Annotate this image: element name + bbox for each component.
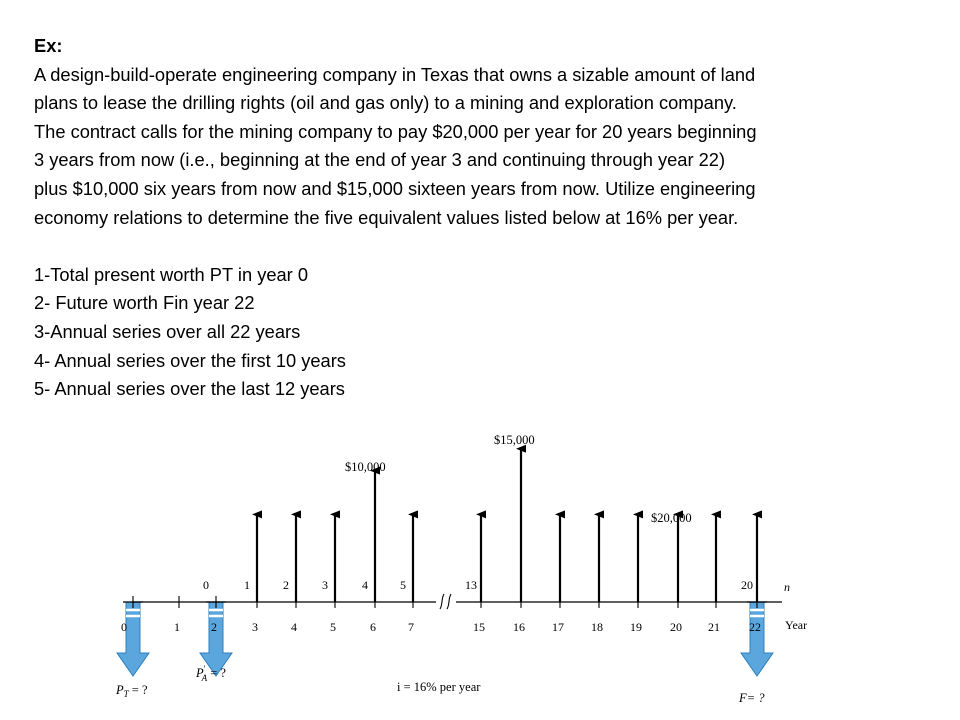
equivalent-values-layer	[116, 601, 774, 677]
pt-label: PT = ?	[115, 683, 148, 699]
year-tick-label: 1	[174, 620, 180, 634]
offset-year-tick-label: 0	[203, 578, 209, 592]
pt-arrow-body	[116, 601, 150, 677]
year-tick-label: 16	[513, 620, 525, 634]
year-tick-label: 18	[591, 620, 603, 634]
pt-subscript: T	[124, 689, 130, 699]
problem-line: The contract calls for the mining compan…	[34, 120, 757, 142]
year-tick-label: 2	[211, 620, 217, 634]
question-item: 3-Annual series over all 22 years	[34, 320, 301, 342]
amount-label-20000: $20,000	[651, 511, 692, 525]
axis-year-label: Year	[785, 618, 807, 632]
offset-year-tick-label: 20	[741, 578, 753, 592]
problem-line: plans to lease the drilling rights (oil …	[34, 92, 737, 114]
problem-text: Ex: A design-build-operate engineering c…	[34, 32, 934, 404]
year-tick-label: 22	[749, 620, 761, 634]
offset-year-tick-label: 1	[244, 578, 250, 592]
question-item: 2- Future worth Fin year 22	[34, 292, 255, 314]
pt-equals: = ?	[129, 683, 148, 697]
year-tick-label: 3	[252, 620, 258, 634]
axis-break-icon	[439, 593, 452, 610]
year-tick-label: 21	[708, 620, 720, 634]
year-tick-label: 5	[330, 620, 336, 634]
pa-symbol: P	[195, 666, 204, 680]
time-axis	[132, 593, 782, 610]
offset-year-tick-label: 5	[400, 578, 406, 592]
problem-heading: Ex:	[34, 35, 63, 56]
year-tick-label: 4	[291, 620, 297, 634]
year-tick-label: 6	[370, 620, 376, 634]
offset-year-tick-label: 13	[465, 578, 477, 592]
year-tick-label: 19	[630, 620, 642, 634]
question-item: 4- Annual series over the first 10 years	[34, 349, 346, 371]
question-item: 1-Total present worth PT in year 0	[34, 263, 309, 285]
pa-equals: = ?	[207, 666, 226, 680]
year-tick-label: 17	[552, 620, 564, 634]
offset-year-tick-label: 3	[322, 578, 328, 592]
question-item: 5- Annual series over the last 12 years	[34, 378, 345, 400]
f-arrow-body	[740, 601, 774, 677]
amount-label-10000: $10,000	[345, 460, 386, 474]
pa-label: P′ A = ?	[195, 664, 226, 683]
year-tick-label: 0	[121, 620, 127, 634]
pt-equivalent-arrow	[116, 601, 150, 677]
problem-line: A design-build-operate engineering compa…	[34, 63, 756, 85]
offset-year-tick-label: 2	[283, 578, 289, 592]
spacer	[34, 232, 934, 261]
pt-symbol: P	[115, 683, 124, 697]
amount-label-15000: $15,000	[494, 433, 535, 447]
pa-subscript: A	[201, 673, 208, 683]
year-tick-label: 15	[473, 620, 485, 634]
problem-line: economy relations to determine the five …	[34, 206, 739, 228]
problem-line: 3 years from now (i.e., beginning at the…	[34, 149, 726, 171]
f-equivalent-arrow	[740, 601, 774, 677]
year-tick-label: 20	[670, 620, 682, 634]
f-label: F= ?	[738, 691, 765, 705]
year-tick-label: 7	[408, 620, 414, 634]
offset-year-tick-label: 4	[362, 578, 368, 592]
interest-rate-label: i = 16% per year	[397, 680, 481, 694]
problem-line: plus $10,000 six years from now and $15,…	[34, 177, 756, 199]
axis-n-label: n	[784, 580, 790, 594]
pa-prime: ′	[204, 664, 206, 674]
cash-flow-arrows	[252, 444, 762, 602]
pa-equivalent-arrow	[199, 601, 233, 677]
cash-flow-diagram: 0 1 2 3 4 5 6 7 15 16 17 18 19 20 21 22 0 1 2 3 4 5 13 20 $10,0…	[115, 433, 807, 705]
